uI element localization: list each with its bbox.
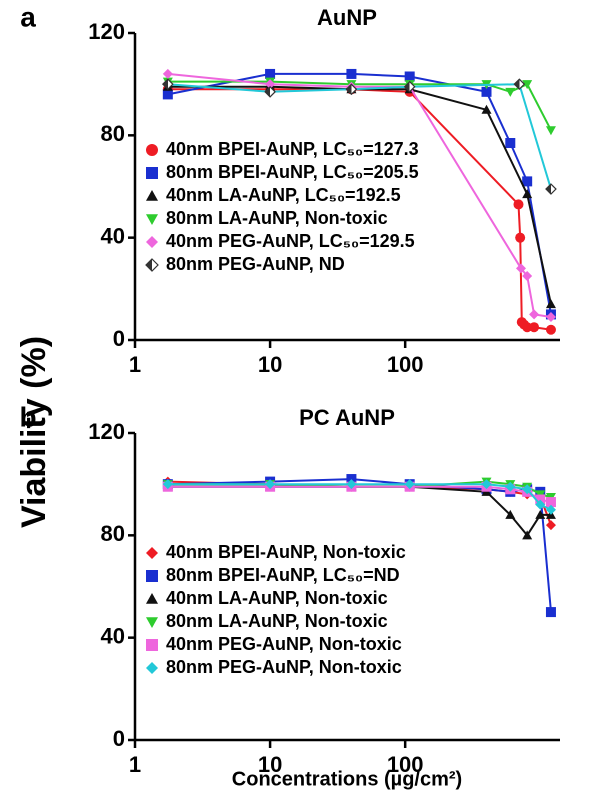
legend-label: 40nm PEG-AuNP, Non-toxic: [166, 634, 402, 654]
marker: [529, 322, 540, 333]
marker: [265, 79, 276, 90]
legend-label: 80nm LA-AuNP, Non-toxic: [166, 208, 388, 228]
legend-marker: [146, 593, 158, 604]
y-tick-label: 80: [101, 121, 125, 146]
legend-label: 40nm PEG-AuNP, LC₅₀=129.5: [166, 231, 415, 251]
x-tick-label: 10: [258, 352, 282, 377]
legend-marker: [146, 214, 158, 225]
marker: [545, 324, 556, 335]
marker: [513, 199, 524, 210]
marker: [346, 68, 357, 79]
legend-label: 40nm LA-AuNP, Non-toxic: [166, 588, 388, 608]
marker: [264, 85, 276, 98]
x-axis-label: Concentrations (µg/cm²): [232, 768, 462, 790]
marker: [505, 481, 516, 492]
marker: [545, 183, 557, 195]
marker: [535, 499, 546, 510]
legend-label: 80nm LA-AuNP, Non-toxic: [166, 611, 388, 631]
marker: [505, 509, 516, 519]
y-tick-label: 120: [88, 19, 125, 44]
legend-marker: [146, 236, 158, 248]
marker: [535, 509, 546, 519]
fit-line: [167, 485, 551, 537]
marker: [522, 80, 533, 90]
legend-marker: [146, 570, 158, 582]
x-tick-label: 100: [387, 752, 424, 777]
legend-label: 80nm PEG-AuNP, ND: [166, 254, 345, 274]
legend-marker: [146, 190, 158, 201]
fit-line: [167, 80, 552, 131]
marker: [403, 80, 416, 93]
legend-marker: [146, 547, 158, 559]
y-tick-label: 40: [101, 623, 125, 648]
marker: [513, 78, 526, 91]
marker: [404, 479, 415, 490]
y-tick-label: 120: [88, 419, 125, 444]
marker: [515, 263, 526, 274]
marker: [481, 479, 492, 490]
marker: [505, 138, 516, 149]
y-tick-label: 40: [101, 223, 125, 248]
marker: [481, 86, 492, 97]
marker: [545, 299, 556, 309]
marker: [545, 607, 556, 618]
legend-label: 40nm LA-AuNP, LC₅₀=192.5: [166, 185, 401, 205]
marker: [545, 497, 556, 508]
marker: [162, 89, 173, 100]
marker: [545, 311, 556, 322]
marker: [265, 68, 276, 79]
legend-marker: [146, 639, 158, 651]
marker: [535, 494, 546, 505]
marker: [545, 126, 556, 136]
marker: [346, 474, 357, 485]
x-tick-label: 1: [129, 752, 141, 777]
marker: [522, 484, 533, 495]
legend-marker: [146, 662, 158, 674]
marker: [522, 271, 533, 282]
fit-line: [167, 72, 552, 318]
marker: [265, 479, 276, 490]
panel-label: b: [19, 401, 36, 432]
x-tick-label: 100: [387, 352, 424, 377]
marker: [346, 479, 357, 490]
x-tick-label: 1: [129, 352, 141, 377]
marker: [522, 530, 533, 540]
legend-marker: [145, 258, 159, 272]
marker: [505, 87, 516, 97]
marker: [481, 104, 492, 114]
legend-marker: [146, 167, 158, 179]
legend-label: 40nm BPEI-AuNP, Non-toxic: [166, 542, 406, 562]
legend-label: 80nm BPEI-AuNP, LC₅₀=ND: [166, 565, 400, 585]
legend-label: 40nm BPEI-AuNP, LC₅₀=127.3: [166, 139, 419, 159]
y-tick-label: 0: [113, 726, 125, 751]
legend-marker: [146, 617, 158, 628]
marker: [161, 78, 174, 91]
marker: [404, 71, 415, 82]
marker: [522, 176, 533, 187]
marker: [545, 520, 556, 531]
legend-label: 80nm BPEI-AuNP, LC₅₀=205.5: [166, 162, 419, 182]
marker: [345, 83, 358, 96]
chart-title: AuNP: [317, 5, 377, 30]
panel-label: a: [20, 1, 36, 32]
y-tick-label: 0: [113, 326, 125, 351]
marker: [162, 68, 173, 79]
marker: [162, 479, 173, 490]
marker: [522, 189, 533, 199]
x-tick-label: 10: [258, 752, 282, 777]
marker: [522, 322, 533, 333]
y-tick-label: 80: [101, 521, 125, 546]
marker: [545, 504, 556, 515]
legend-label: 80nm PEG-AuNP, Non-toxic: [166, 657, 402, 677]
y-axis-label: Viability (%): [15, 336, 53, 528]
legend-marker: [146, 144, 158, 156]
marker: [515, 232, 526, 243]
fit-line: [167, 83, 552, 190]
chart-title: PC AuNP: [299, 405, 395, 430]
marker: [529, 309, 540, 320]
